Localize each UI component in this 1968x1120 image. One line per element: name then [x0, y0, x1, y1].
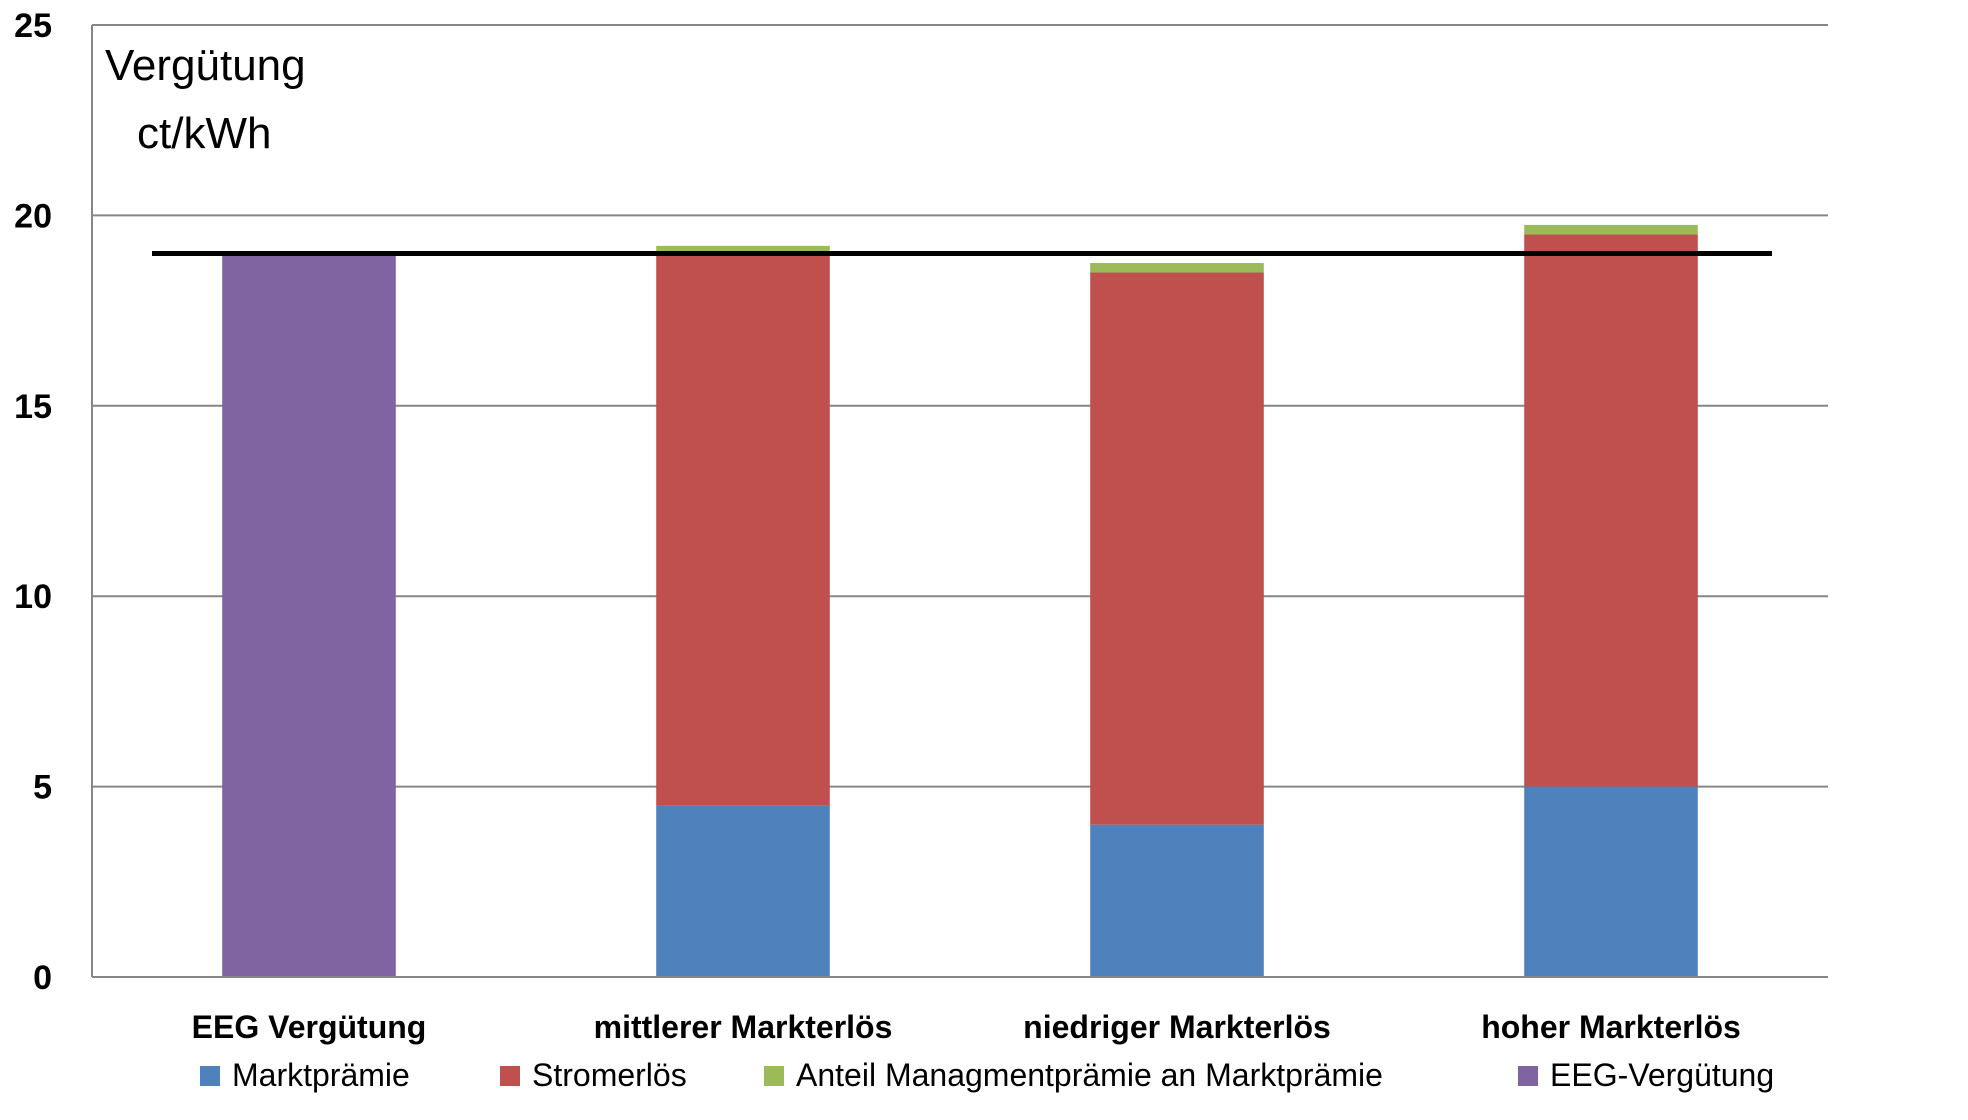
bar-segment	[1090, 263, 1264, 273]
legend-swatch	[200, 1066, 220, 1086]
y-tick-label: 15	[14, 388, 52, 426]
y-axis-label-line-2: ct/kWh	[137, 109, 271, 158]
bar-segment	[656, 805, 830, 977]
legend-swatch	[764, 1066, 784, 1086]
y-tick-label: 20	[14, 197, 52, 235]
legend-label: Stromerlös	[532, 1057, 687, 1093]
bar-segment	[656, 253, 830, 806]
bar-segment	[1524, 224, 1698, 235]
legend-label: Anteil Managmentprämie an Marktprämie	[796, 1057, 1383, 1093]
x-tick-label: niedriger Markterlös	[1023, 1009, 1331, 1045]
x-tick-label: EEG Vergütung	[192, 1009, 427, 1045]
bars	[222, 224, 1698, 978]
bar-segment	[656, 245, 830, 254]
x-tick-labels: EEG Vergütung mittlerer Markterlös niedrig…	[192, 1009, 1741, 1045]
y-tick-label: 5	[33, 769, 52, 807]
bar-segment	[222, 253, 396, 978]
bar-segment	[1524, 786, 1698, 977]
legend-swatch	[1518, 1066, 1538, 1086]
legend-label: EEG-Vergütung	[1550, 1057, 1774, 1093]
x-tick-label: hoher Markterlös	[1481, 1009, 1741, 1045]
bar-segment	[1090, 824, 1264, 977]
x-tick-label: mittlerer Markterlös	[594, 1009, 893, 1045]
legend-label: Marktprämie	[232, 1057, 410, 1093]
bar-segment	[1524, 234, 1698, 787]
bar-segment	[1090, 272, 1264, 825]
y-tick-label: 0	[33, 959, 52, 997]
y-tick-labels: 0 5 10 15 20 25	[14, 7, 52, 997]
y-tick-label: 10	[14, 578, 52, 616]
legend-swatch	[500, 1066, 520, 1086]
y-tick-label: 25	[14, 7, 52, 45]
legend: Marktprämie Stromerlös Anteil Managmentprä…	[200, 1057, 1774, 1093]
y-axis-label-line-1: Vergütung	[105, 41, 306, 90]
